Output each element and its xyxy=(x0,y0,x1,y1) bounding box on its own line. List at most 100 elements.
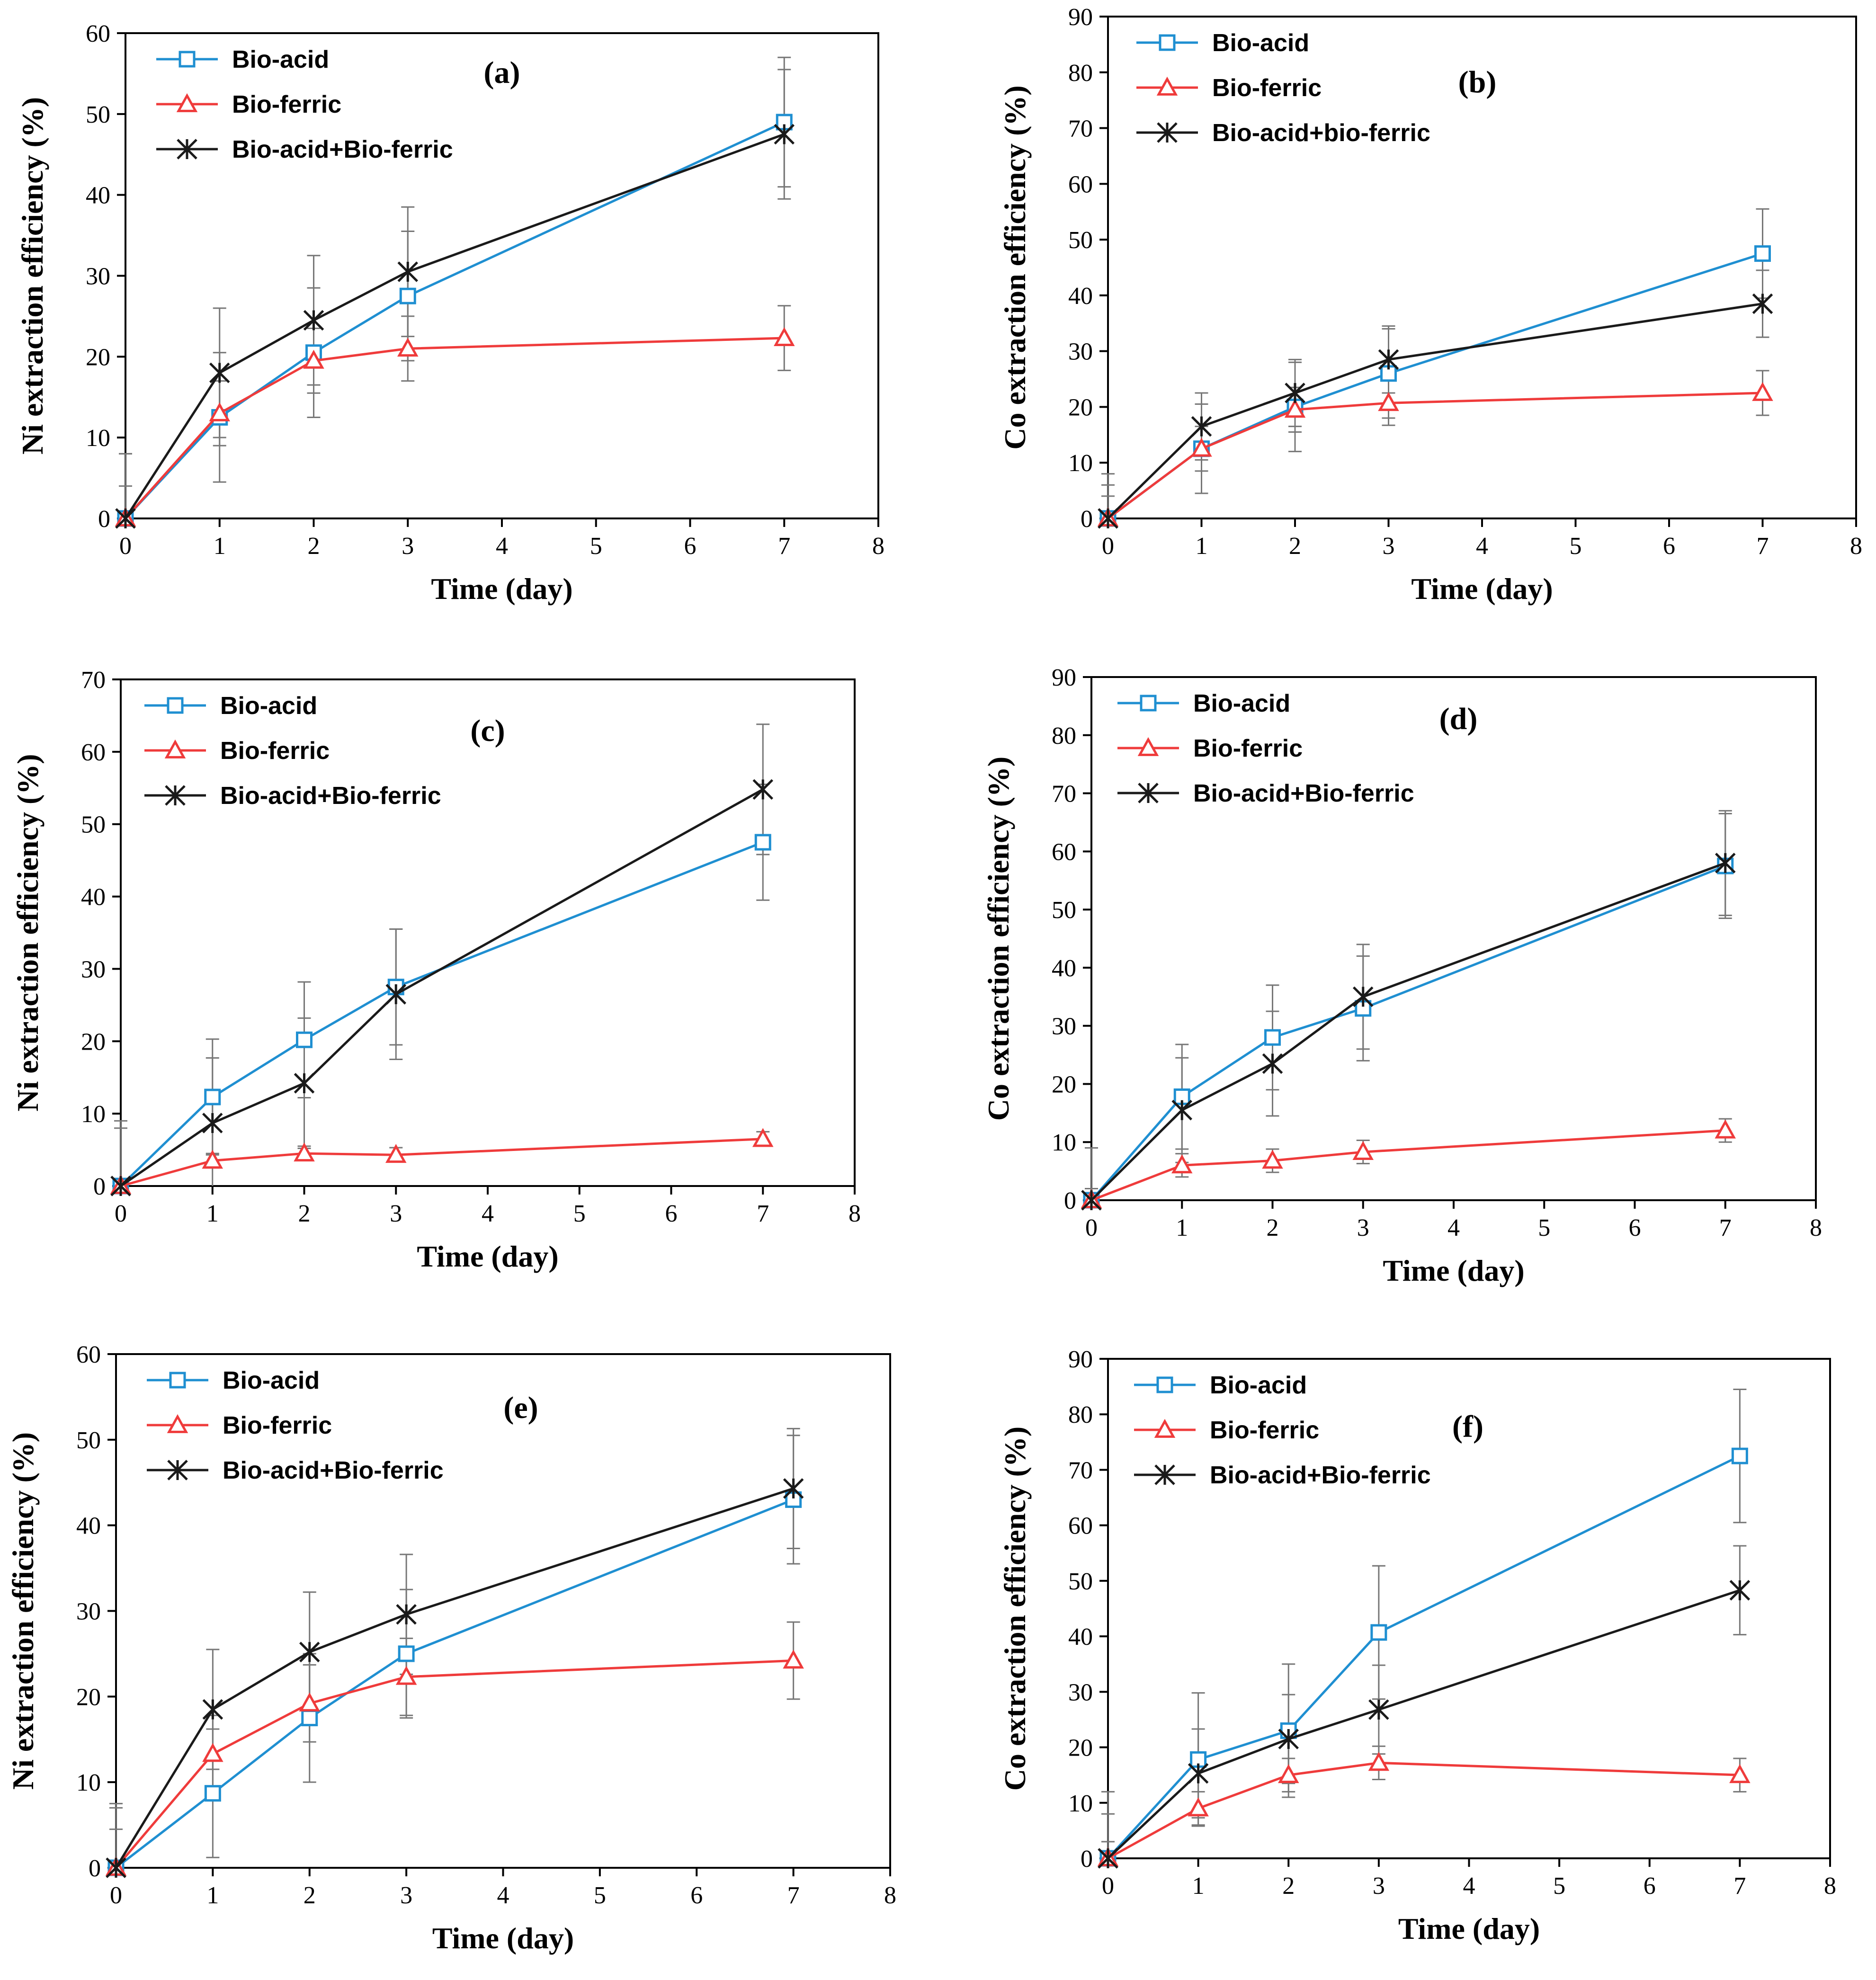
data-point xyxy=(1378,349,1399,370)
data-point xyxy=(303,349,324,369)
legend-marker xyxy=(179,51,196,68)
y-axis-title: Ni extraction efficiency (%) xyxy=(16,97,49,455)
y-tick-label: 50 xyxy=(1068,227,1093,254)
legend-label: Bio-acid+Bio-ferric xyxy=(232,136,453,163)
x-tick-label: 5 xyxy=(1538,1214,1550,1241)
legend-marker xyxy=(1154,1464,1175,1485)
x-tick-label: 4 xyxy=(497,1882,509,1909)
x-tick-label: 2 xyxy=(1282,1873,1295,1900)
y-tick-label: 60 xyxy=(81,739,106,766)
series-line-1 xyxy=(125,121,785,519)
data-point xyxy=(774,124,795,145)
data-point xyxy=(783,1478,804,1499)
y-axis-title: Co extraction efficiency (%) xyxy=(982,757,1015,1121)
data-point xyxy=(202,1699,223,1720)
legend-marker xyxy=(167,1414,188,1433)
data-point xyxy=(1098,1848,1118,1869)
x-tick-label: 4 xyxy=(1463,1873,1475,1900)
data-point xyxy=(1729,1580,1751,1601)
chart-panel-5: 0 1 2 3 4 5 6 7 8 0 10 20 30 40 50 60 Time (day) Ni extra… xyxy=(6,1341,896,1955)
y-tick-label: 50 xyxy=(76,1427,101,1454)
x-tick-label: 4 xyxy=(1447,1214,1460,1241)
x-tick-label: 7 xyxy=(1719,1214,1732,1241)
y-tick-label: 70 xyxy=(1052,781,1076,808)
data-point xyxy=(1352,986,1374,1008)
y-tick-label: 20 xyxy=(1068,394,1093,421)
x-axis-title: Time (day) xyxy=(1383,1254,1524,1287)
y-tick-label: 30 xyxy=(76,1598,101,1625)
x-tick-label: 7 xyxy=(1757,533,1769,560)
data-point xyxy=(299,1641,320,1663)
data-point xyxy=(1729,1764,1751,1784)
x-tick-label: 8 xyxy=(1810,1214,1822,1241)
series-line-3 xyxy=(115,1487,794,1869)
x-tick-label: 0 xyxy=(1085,1214,1098,1241)
y-tick-label: 70 xyxy=(81,667,106,694)
data-point xyxy=(1278,1764,1299,1784)
legend-marker xyxy=(1154,1418,1176,1438)
data-point xyxy=(1715,1119,1736,1139)
y-tick-label: 20 xyxy=(86,344,110,371)
data-point xyxy=(1731,1447,1748,1464)
legend-marker xyxy=(1137,737,1159,756)
data-point xyxy=(1368,1699,1389,1720)
y-axis-title: Ni extraction efficiency (%) xyxy=(11,754,45,1111)
y-tick-label: 90 xyxy=(1068,4,1093,31)
x-tick-label: 3 xyxy=(390,1200,402,1227)
x-tick-label: 3 xyxy=(400,1882,412,1909)
data-point xyxy=(1752,382,1773,401)
x-tick-label: 8 xyxy=(1850,533,1862,560)
y-tick-label: 60 xyxy=(1052,838,1076,865)
legend-label: Bio-ferric xyxy=(1193,735,1303,762)
legend-label: Bio-ferric xyxy=(220,737,330,765)
data-point xyxy=(752,1128,774,1147)
data-point xyxy=(1278,1729,1299,1749)
legend-marker xyxy=(1140,695,1157,712)
legend-marker xyxy=(1157,122,1178,143)
y-tick-label: 20 xyxy=(1052,1071,1076,1098)
legend-label: Bio-acid xyxy=(1212,29,1309,57)
data-point xyxy=(1262,1053,1283,1074)
data-point xyxy=(202,1150,223,1169)
y-tick-label: 10 xyxy=(1052,1129,1076,1156)
x-tick-label: 2 xyxy=(308,533,320,560)
data-point xyxy=(398,1645,415,1662)
y-tick-label: 30 xyxy=(1052,1013,1076,1040)
data-point xyxy=(1262,1150,1283,1169)
y-tick-label: 60 xyxy=(76,1341,101,1368)
y-tick-label: 40 xyxy=(1052,955,1076,982)
data-point xyxy=(1171,1154,1193,1174)
y-tick-label: 70 xyxy=(1068,1457,1093,1484)
series-line-2 xyxy=(115,1659,794,1869)
y-tick-label: 30 xyxy=(1068,339,1093,366)
legend-label: Bio-acid xyxy=(220,692,317,720)
y-tick-label: 50 xyxy=(86,101,110,128)
x-axis-title: Time (day) xyxy=(431,572,572,606)
legend-label: Bio-acid+Bio-ferric xyxy=(1193,780,1414,807)
x-tick-label: 7 xyxy=(757,1200,769,1227)
x-tick-label: 3 xyxy=(402,533,414,560)
data-point xyxy=(110,1176,131,1196)
x-tick-label: 6 xyxy=(665,1200,678,1227)
y-tick-label: 40 xyxy=(76,1513,101,1540)
data-point xyxy=(1368,1752,1390,1771)
x-tick-label: 3 xyxy=(1357,1214,1369,1241)
x-tick-label: 3 xyxy=(1383,533,1395,560)
data-point xyxy=(294,1142,315,1162)
legend-label: Bio-acid xyxy=(1210,1372,1307,1399)
panel-label: (d) xyxy=(1439,702,1478,736)
y-axis-title: Ni extraction efficiency (%) xyxy=(6,1432,40,1790)
legend-marker xyxy=(1156,76,1178,96)
series-line-2 xyxy=(125,337,785,519)
y-tick-label: 10 xyxy=(81,1101,106,1128)
y-tick-label: 40 xyxy=(81,884,106,911)
data-point xyxy=(1264,1029,1281,1046)
x-tick-label: 5 xyxy=(590,533,602,560)
data-point xyxy=(115,508,136,529)
data-point xyxy=(1378,392,1399,411)
y-tick-label: 10 xyxy=(86,425,110,452)
y-tick-label: 40 xyxy=(1068,1623,1093,1650)
x-tick-label: 5 xyxy=(573,1200,586,1227)
legend-label: Bio-ferric xyxy=(1212,74,1322,102)
